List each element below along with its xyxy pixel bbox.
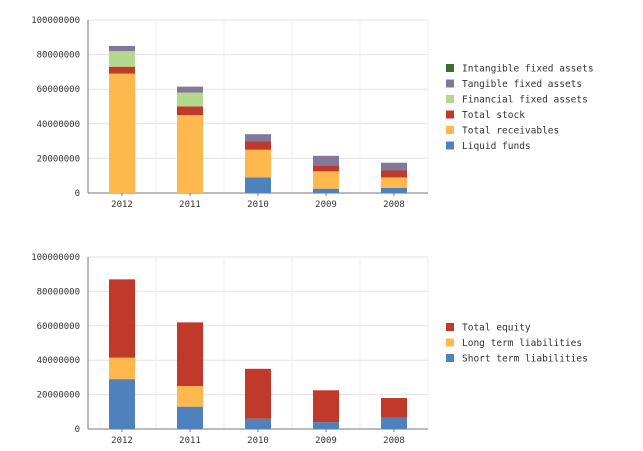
y-tick-label: 60000000 bbox=[37, 85, 80, 95]
bar-segment-tangible-fixed-assets bbox=[381, 162, 407, 171]
bar-segment-total-receivables bbox=[381, 177, 407, 188]
bar-segment-tangible-fixed-assets bbox=[313, 155, 339, 166]
bar-segment-total-stock bbox=[177, 106, 203, 116]
bar-segment-short-term-liabilities bbox=[381, 417, 407, 429]
x-tick-label: 2010 bbox=[247, 200, 269, 210]
bar-segment-total-equity bbox=[381, 398, 407, 418]
bar-segment-total-stock bbox=[381, 170, 407, 178]
bar-segment-total-stock bbox=[245, 141, 271, 150]
y-tick-label: 40000000 bbox=[37, 356, 80, 366]
y-tick-label: 100000000 bbox=[31, 253, 80, 263]
bar-segment-long-term-liabilities bbox=[109, 357, 135, 380]
legend-swatch bbox=[446, 64, 454, 72]
x-tick-label: 2008 bbox=[383, 200, 405, 210]
bar-segment-short-term-liabilities bbox=[313, 422, 339, 429]
bar-segment-liquid-funds bbox=[245, 177, 271, 193]
bar-segment-short-term-liabilities bbox=[245, 418, 271, 429]
x-tick-label: 2010 bbox=[247, 436, 269, 446]
legend-label: Liquid funds bbox=[462, 141, 531, 152]
x-tick-label: 2009 bbox=[315, 436, 337, 446]
y-tick-label: 20000000 bbox=[37, 391, 80, 401]
bar-segment-total-receivables bbox=[109, 73, 135, 193]
y-tick-label: 100000000 bbox=[31, 16, 80, 26]
bar-segment-total-receivables bbox=[313, 171, 339, 189]
bar-segment-short-term-liabilities bbox=[177, 406, 203, 429]
y-tick-label: 0 bbox=[75, 189, 80, 199]
liabilities-chart: 100000000 80000000 60000000 40000000 2000000… bbox=[0, 249, 643, 451]
x-tick-label: 2008 bbox=[383, 436, 405, 446]
y-tick-label: 40000000 bbox=[37, 120, 80, 130]
bar-segment-short-term-liabilities bbox=[109, 379, 135, 429]
bar-segment-total-receivables bbox=[177, 115, 203, 193]
y-tick-label: 60000000 bbox=[37, 322, 80, 332]
legend-swatch bbox=[446, 79, 454, 88]
y-tick-label: 0 bbox=[75, 425, 80, 435]
bar-segment-liquid-funds bbox=[313, 188, 339, 193]
bar-segment-total-equity bbox=[313, 390, 339, 423]
legend-label: Total stock bbox=[462, 110, 525, 121]
legend-swatch bbox=[446, 354, 454, 362]
y-tick-label: 80000000 bbox=[37, 287, 80, 297]
legend-swatch bbox=[446, 110, 454, 119]
bar-segment-total-stock bbox=[109, 66, 135, 74]
legend-swatch bbox=[446, 323, 454, 331]
x-tick-label: 2012 bbox=[111, 436, 133, 446]
x-tick-label: 2012 bbox=[111, 200, 133, 210]
bar-segment-total-equity bbox=[245, 368, 271, 419]
bar-segment-total-stock bbox=[313, 165, 339, 172]
bar-segment-total-equity bbox=[177, 322, 203, 386]
assets-chart: 100000000 80000000 60000000 40000000 2000000… bbox=[0, 12, 643, 221]
legend-swatch bbox=[446, 126, 454, 134]
bar-segment-tangible-fixed-assets bbox=[109, 45, 135, 52]
y-tick-label: 80000000 bbox=[37, 51, 80, 61]
legend-swatch bbox=[446, 95, 454, 103]
legend-label: Total receivables bbox=[462, 126, 559, 137]
legend-label: Total equity bbox=[462, 323, 531, 334]
legend-swatch bbox=[446, 141, 454, 150]
bar-segment-financial-fixed-assets bbox=[177, 92, 203, 107]
bar-segment-tangible-fixed-assets bbox=[177, 86, 203, 93]
bar-segment-liquid-funds bbox=[381, 187, 407, 193]
x-tick-label: 2011 bbox=[179, 436, 201, 446]
bar-segment-total-equity bbox=[109, 279, 135, 358]
legend-label: Intangible fixed assets bbox=[462, 64, 594, 75]
bar-segment-total-receivables bbox=[245, 149, 271, 178]
x-tick-label: 2011 bbox=[179, 200, 201, 210]
legend-swatch bbox=[446, 338, 454, 347]
y-tick-label: 20000000 bbox=[37, 154, 80, 164]
x-tick-label: 2009 bbox=[315, 200, 337, 210]
bar-segment-long-term-liabilities bbox=[177, 386, 203, 407]
legend-label: Tangible fixed assets bbox=[462, 79, 582, 90]
legend-label: Short term liabilities bbox=[462, 354, 588, 365]
legend-label: Long term liabilities bbox=[462, 338, 582, 349]
legend-label: Financial fixed assets bbox=[462, 95, 588, 106]
bar-segment-tangible-fixed-assets bbox=[245, 134, 271, 142]
bar-segment-financial-fixed-assets bbox=[109, 51, 135, 67]
